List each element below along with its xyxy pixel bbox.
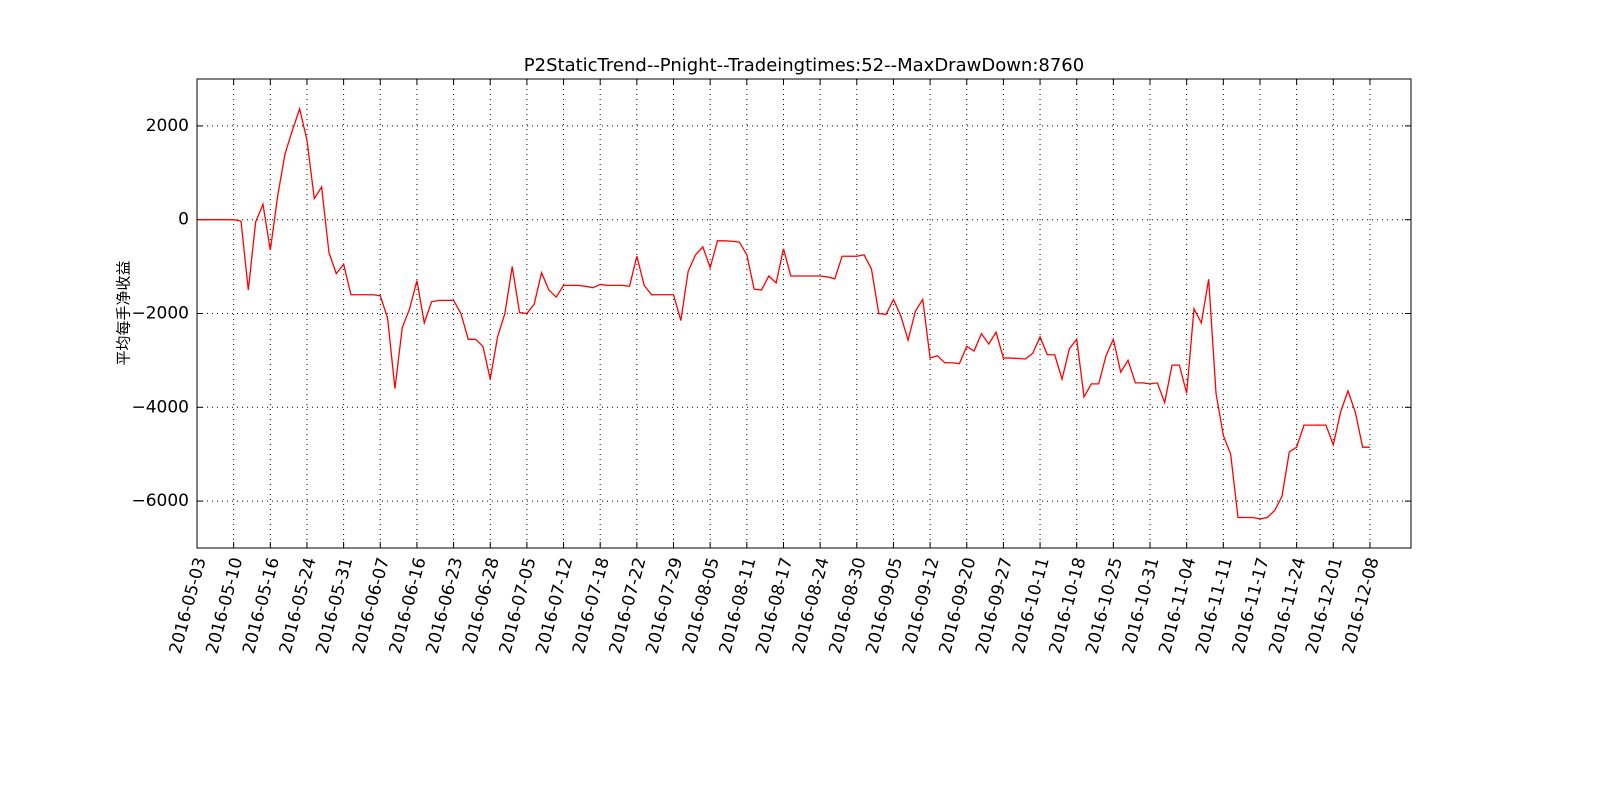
x-tick-label: 2016-10-25	[1082, 555, 1127, 656]
y-tick-label: 2000	[146, 116, 189, 136]
x-tick-label: 2016-11-04	[1155, 555, 1200, 656]
y-tick-label: −6000	[131, 491, 189, 511]
x-tick-label: 2016-05-31	[312, 555, 357, 656]
x-tick-label: 2016-06-16	[386, 555, 431, 656]
x-tick-label: 2016-06-07	[349, 555, 394, 656]
x-tick-label: 2016-08-11	[716, 555, 761, 656]
x-tick-label: 2016-06-28	[459, 555, 504, 656]
x-tick-label: 2016-09-20	[936, 555, 981, 656]
x-tick-label: 2016-10-18	[1045, 555, 1090, 656]
x-tick-label: 2016-12-01	[1302, 555, 1347, 656]
chart-title: P2StaticTrend--Pnight--Tradeingtimes:52-…	[524, 55, 1084, 76]
x-tick-label: 2016-09-05	[862, 555, 907, 656]
x-tick-label: 2016-10-31	[1119, 555, 1164, 656]
y-tick-label: 0	[178, 210, 189, 230]
y-tick-label: −2000	[131, 304, 189, 324]
x-tick-label: 2016-05-16	[239, 555, 284, 656]
x-tick-label: 2016-08-24	[789, 555, 834, 656]
x-tick-label: 2016-05-10	[202, 555, 247, 656]
x-tick-label: 2016-11-11	[1192, 555, 1237, 656]
x-tick-label: 2016-11-17	[1229, 555, 1274, 656]
x-tick-label: 2016-07-05	[496, 555, 541, 656]
x-tick-label: 2016-07-22	[606, 555, 651, 656]
x-tick-label: 2016-08-05	[679, 555, 724, 656]
x-tick-label: 2016-05-24	[276, 555, 321, 656]
x-tick-label: 2016-07-12	[532, 555, 577, 656]
x-tick-label: 2016-07-29	[642, 555, 687, 656]
data-line	[197, 106, 1370, 520]
x-tick-label: 2016-09-12	[899, 555, 944, 656]
x-tick-label: 2016-09-27	[972, 555, 1017, 656]
y-tick-label: −4000	[131, 397, 189, 417]
x-tick-label: 2016-07-18	[569, 555, 614, 656]
x-tick-label: 2016-11-24	[1265, 555, 1310, 656]
x-tick-label: 2016-10-11	[1009, 555, 1054, 656]
x-tick-label: 2016-05-03	[166, 555, 211, 656]
axes-frame	[196, 78, 1412, 549]
y-axis-label: 平均每手净收益	[115, 260, 133, 365]
x-tick-label: 2016-06-23	[422, 555, 467, 656]
x-tick-label: 2016-12-08	[1339, 555, 1384, 656]
x-tick-label: 2016-08-17	[752, 555, 797, 656]
x-tick-label: 2016-08-30	[826, 555, 871, 656]
plot-area: −6000 −4000 −2000 0 2000 2016-05-032016-05-10…	[131, 79, 1411, 656]
